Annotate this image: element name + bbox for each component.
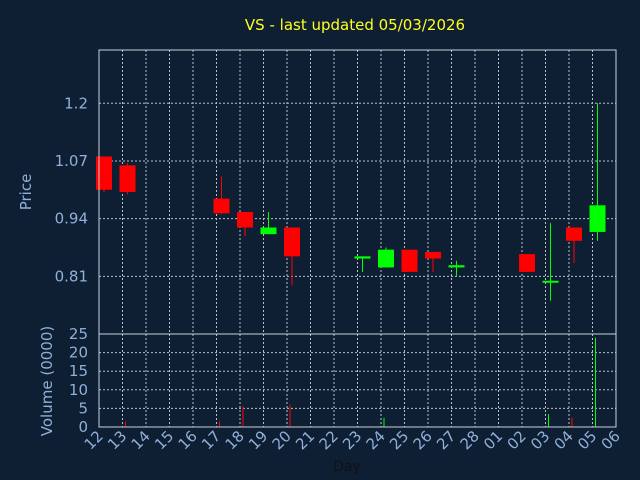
candle-body (96, 156, 112, 190)
x-tick-label: 25 (386, 427, 412, 453)
chart-title: VS - last updated 05/03/2026 (245, 16, 465, 34)
candle-body (566, 227, 582, 241)
x-tick-label: 22 (316, 427, 342, 453)
volume-panel: 0510152025121314151617181920212223242526… (69, 325, 624, 453)
volume-tick-label: 0 (78, 418, 88, 436)
x-tick-label: 16 (175, 427, 201, 453)
candle-body (213, 198, 230, 214)
x-axis-label: Day (333, 459, 361, 475)
x-tick-label: 05 (574, 427, 600, 453)
volume-tick-label: 25 (69, 325, 88, 343)
x-tick-label: 13 (104, 427, 130, 453)
x-tick-label: 04 (551, 427, 577, 453)
price-tick-label: 0.94 (55, 210, 88, 228)
volume-tick-label: 10 (69, 381, 88, 399)
volume-tick-label: 15 (69, 362, 88, 380)
candle-body (589, 205, 606, 232)
x-tick-label: 26 (410, 427, 436, 453)
x-tick-label: 27 (433, 427, 459, 453)
price-panel: 1.2 1.07 0.94 0.81 (55, 49, 617, 335)
volume-axis-label: Volume (0000) (38, 326, 56, 436)
candle-body (401, 249, 418, 272)
price-tick-label: 0.81 (55, 267, 88, 285)
x-tick-label: 19 (245, 427, 271, 453)
candle-body (284, 227, 300, 257)
x-tick-label: 28 (457, 427, 483, 453)
candle-body (260, 227, 277, 235)
x-tick-label: 17 (198, 427, 224, 453)
volume-plot-frame (98, 333, 617, 428)
candle-body (425, 251, 441, 259)
candle-body (542, 280, 559, 283)
x-tick-label: 03 (527, 427, 553, 453)
volume-tick-label: 20 (69, 344, 88, 362)
x-tick-label: 02 (504, 427, 530, 453)
candle-body (237, 211, 253, 228)
candle-body (354, 256, 371, 259)
x-tick-label: 21 (292, 427, 318, 453)
price-axis-label: Price (17, 174, 35, 211)
volume-tick-label: 5 (78, 399, 88, 417)
x-tick-label: 06 (598, 427, 624, 453)
x-tick-label: 20 (269, 427, 295, 453)
candle-body (448, 265, 465, 268)
x-tick-label: 01 (480, 427, 506, 453)
candle-body (519, 254, 535, 272)
x-tick-label: 15 (151, 427, 177, 453)
price-tick-label: 1.2 (64, 94, 88, 112)
candle-body (119, 165, 136, 192)
candle-body (378, 249, 394, 268)
price-tick-label: 1.07 (55, 152, 88, 170)
x-tick-label: 23 (339, 427, 365, 453)
x-tick-label: 14 (128, 427, 154, 453)
x-tick-label: 18 (222, 427, 248, 453)
x-tick-label: 24 (363, 427, 389, 453)
